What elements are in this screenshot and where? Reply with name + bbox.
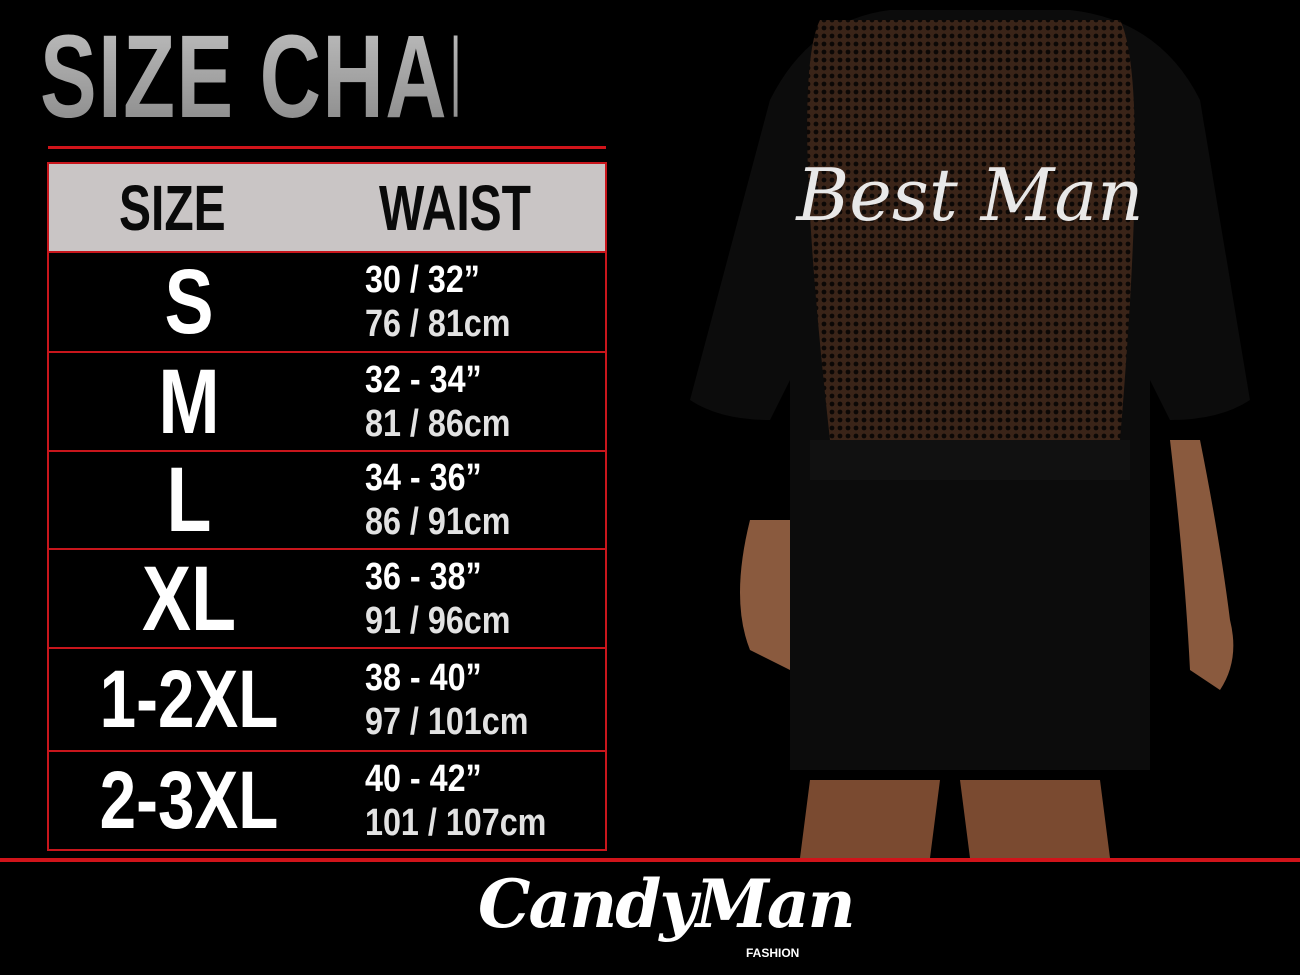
waist-cm: 76 / 81cm: [365, 303, 511, 345]
size-label: L: [166, 449, 212, 551]
right-arm: [1170, 440, 1234, 690]
table-row: M 32 - 34” 81 / 86cm: [49, 353, 605, 452]
legs: [800, 780, 1110, 858]
table-header: SIZE WAIST: [49, 164, 605, 253]
header-size: SIZE: [119, 171, 226, 244]
table-row: L 34 - 36” 86 / 91cm: [49, 452, 605, 550]
table-row: S 30 / 32” 76 / 81cm: [49, 253, 605, 353]
header-waist: WAIST: [379, 171, 531, 244]
waist-measurement: 36 - 38” 91 / 96cm: [365, 555, 510, 643]
waist-cm: 101 / 107cm: [365, 801, 547, 844]
waist-measurement: 40 - 42” 101 / 107cm: [365, 757, 546, 845]
waist-inches: 36 - 38”: [365, 555, 482, 598]
garment-print: Best Man: [794, 153, 1143, 237]
waist-measurement: 34 - 36” 86 / 91cm: [365, 456, 510, 544]
size-chart-table: SIZE WAIST S 30 / 32” 76 / 81cm M 32 - 3…: [47, 162, 607, 851]
table-row: 1-2XL 38 - 40” 97 / 101cm: [49, 649, 605, 752]
size-label: XL: [141, 547, 237, 650]
brand-name: CandyMan: [478, 865, 856, 943]
title-divider: [48, 146, 606, 149]
mesh-panel: [807, 20, 1135, 440]
table-row: 2-3XL 40 - 42” 101 / 107cm: [49, 752, 605, 849]
waist-cm: 97 / 101cm: [365, 700, 529, 743]
size-label: S: [164, 251, 214, 353]
brand-logo: CandyMan FASHION: [478, 866, 856, 974]
waist-inches: 34 - 36”: [365, 457, 482, 499]
left-arm: [740, 520, 800, 670]
size-label: M: [158, 350, 220, 453]
waist-inches: 40 - 42”: [365, 757, 482, 800]
robe-belt: [810, 440, 1130, 480]
product-photo: Best Man: [690, 10, 1250, 858]
footer-divider: [0, 858, 1300, 862]
size-label: 1-2XL: [99, 653, 279, 745]
size-label: 2-3XL: [99, 754, 279, 846]
waist-inches: 30 / 32”: [365, 259, 480, 301]
waist-cm: 86 / 91cm: [365, 501, 511, 543]
page-title: SIZE CHART: [40, 11, 565, 143]
waist-inches: 32 - 34”: [365, 358, 482, 401]
waist-measurement: 32 - 34” 81 / 86cm: [365, 358, 510, 446]
waist-inches: 38 - 40”: [365, 656, 482, 699]
waist-measurement: 38 - 40” 97 / 101cm: [365, 656, 528, 744]
waist-cm: 91 / 96cm: [365, 599, 511, 642]
waist-measurement: 30 / 32” 76 / 81cm: [365, 258, 510, 346]
brand-tagline: FASHION: [746, 946, 800, 960]
waist-cm: 81 / 86cm: [365, 402, 511, 445]
table-row: XL 36 - 38” 91 / 96cm: [49, 550, 605, 649]
